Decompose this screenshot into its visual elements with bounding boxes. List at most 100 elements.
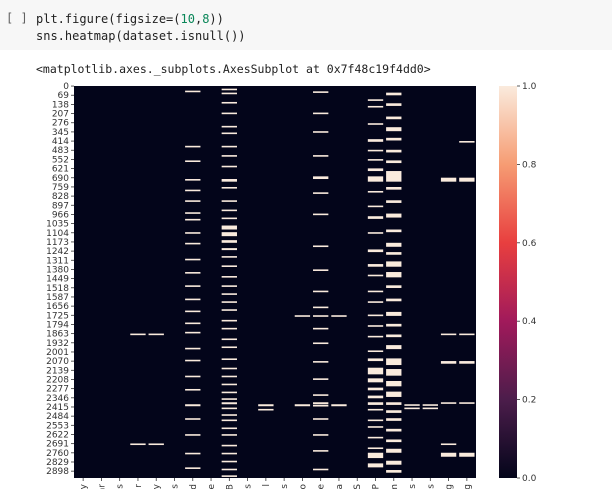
run-cell-button[interactable]: [ ] bbox=[6, 11, 28, 25]
heatmap-missing-cell bbox=[258, 408, 274, 411]
heatmap-missing-cell bbox=[367, 408, 384, 411]
heatmap-missing-cell bbox=[386, 272, 402, 278]
y-tick-label: 69 bbox=[58, 91, 70, 101]
x-tick-label: m bbox=[390, 484, 400, 489]
heatmap-missing-cell bbox=[221, 248, 237, 251]
code-line-2[interactable]: sns.heatmap(dataset.isnull()) bbox=[36, 29, 246, 43]
heatmap-chart: 0691382072763454144835526216907598288979… bbox=[46, 82, 537, 493]
heatmap-missing-cell bbox=[221, 398, 237, 400]
heatmap-missing-cell bbox=[367, 264, 384, 267]
heatmap-missing-cell bbox=[386, 391, 402, 397]
heatmap-missing-cell bbox=[221, 256, 237, 258]
heatmap-missing-cell bbox=[313, 378, 329, 380]
heatmap-missing-cell bbox=[221, 186, 237, 189]
heatmap-missing-cell bbox=[221, 132, 237, 135]
x-tick-label: y bbox=[152, 483, 162, 489]
heatmap-missing-cell bbox=[367, 105, 384, 108]
heatmap-missing-cell bbox=[294, 315, 311, 317]
y-tick-label: 1035 bbox=[46, 220, 69, 230]
heatmap-missing-cell bbox=[313, 434, 329, 436]
heatmap-missing-cell bbox=[221, 101, 237, 104]
heatmap-missing-cell bbox=[221, 165, 237, 168]
y-tick-label: 759 bbox=[52, 183, 69, 193]
heatmap-missing-cell bbox=[185, 452, 201, 455]
heatmap-missing-cell bbox=[313, 418, 329, 420]
heatmap-missing-cell bbox=[185, 322, 201, 325]
heatmap-missing-cell bbox=[221, 391, 237, 394]
heatmap-missing-cell bbox=[367, 350, 384, 353]
code-line-1[interactable]: plt.figure(figsize=(10,8)) bbox=[36, 12, 224, 26]
heatmap-missing-cell bbox=[459, 361, 475, 364]
heatmap-missing-cell bbox=[313, 192, 329, 194]
heatmap-missing-cell bbox=[221, 414, 237, 416]
heatmap-missing-cell bbox=[221, 92, 237, 95]
heatmap-missing-cell bbox=[221, 285, 237, 287]
heatmap-missing-cell bbox=[221, 452, 237, 455]
heatmap-missing-cell bbox=[148, 443, 164, 446]
heatmap-missing-cell bbox=[185, 212, 201, 214]
heatmap-missing-cell bbox=[221, 301, 237, 303]
x-tick-label: S bbox=[353, 484, 363, 489]
heatmap-missing-cell bbox=[313, 342, 329, 345]
heatmap-missing-cell bbox=[367, 216, 384, 219]
y-tick-label: 0 bbox=[63, 82, 69, 92]
y-tick-label: 1932 bbox=[46, 339, 69, 349]
heatmap-missing-cell bbox=[422, 404, 438, 406]
y-tick-label: 2484 bbox=[46, 412, 69, 422]
heatmap-missing-cell bbox=[367, 402, 384, 405]
y-tick-label: 1794 bbox=[46, 320, 69, 330]
heatmap-missing-cell bbox=[386, 439, 402, 443]
heatmap-missing-cell bbox=[221, 293, 237, 295]
heatmap-missing-cell bbox=[386, 298, 402, 302]
colorbar-tick-label: 1.0 bbox=[522, 82, 537, 92]
x-tick-label: s bbox=[171, 484, 181, 489]
code-token: sns.heatmap(dataset.isnull()) bbox=[36, 29, 246, 43]
y-tick-label: 897 bbox=[52, 201, 69, 211]
y-tick-label: 2139 bbox=[46, 366, 69, 376]
heatmap-missing-cell bbox=[367, 232, 384, 234]
code-token: , bbox=[194, 12, 203, 26]
heatmap-missing-cell bbox=[221, 145, 237, 148]
colorbar-tick-label: 0.6 bbox=[522, 239, 537, 249]
x-tick-label: s bbox=[116, 484, 126, 489]
heatmap-missing-cell bbox=[221, 460, 237, 463]
heatmap-missing-cell bbox=[185, 388, 201, 391]
y-tick-label: 1449 bbox=[46, 275, 69, 285]
heatmap-missing-cell bbox=[221, 407, 237, 410]
colorbar-tick-label: 0.2 bbox=[522, 396, 536, 406]
heatmap-missing-cell bbox=[185, 218, 201, 221]
heatmap-missing-cell bbox=[367, 367, 384, 375]
heatmap-missing-cell bbox=[386, 345, 402, 350]
heatmap-missing-cell bbox=[386, 213, 402, 218]
code-number: 10 bbox=[180, 12, 195, 26]
y-tick-label: 966 bbox=[52, 210, 69, 220]
y-tick-label: 1587 bbox=[46, 293, 69, 303]
heatmap-missing-cell bbox=[367, 436, 384, 439]
heatmap-missing-cell bbox=[367, 301, 384, 303]
y-tick-label: 207 bbox=[52, 110, 69, 120]
y-tick-label: 2070 bbox=[46, 357, 69, 367]
heatmap-missing-cell bbox=[386, 261, 402, 267]
y-tick-label: 1311 bbox=[46, 256, 69, 266]
heatmap-output: 0 69 138 207 276 345 414 483 552 621 690 759 828 897 9… bbox=[0, 78, 612, 493]
heatmap-missing-cell bbox=[313, 306, 329, 309]
heatmap-missing-cell bbox=[331, 404, 347, 407]
heatmap-missing-cell bbox=[313, 112, 329, 115]
heatmap-missing-cell bbox=[386, 229, 402, 233]
heatmap-missing-cell bbox=[221, 276, 237, 278]
heatmap-missing-cell bbox=[367, 325, 384, 327]
heatmap-missing-cell bbox=[386, 171, 402, 182]
y-tick-label: 1725 bbox=[46, 311, 69, 321]
heatmap-missing-cell bbox=[313, 176, 329, 180]
heatmap-missing-cell bbox=[367, 378, 384, 383]
colorbar-tick-label: 0.4 bbox=[522, 317, 537, 327]
heatmap-missing-cell bbox=[440, 361, 457, 364]
heatmap-missing-cell bbox=[221, 338, 237, 341]
heatmap-missing-cell bbox=[386, 381, 402, 387]
x-tick-label: g bbox=[463, 484, 473, 489]
code-cell[interactable]: [ ] plt.figure(figsize=(10,8)) sns.heatm… bbox=[0, 0, 612, 50]
heatmap-missing-cell bbox=[221, 209, 237, 212]
heatmap-missing-cell bbox=[221, 383, 237, 386]
heatmap-missing-cell bbox=[221, 367, 237, 370]
heatmap-missing-cell bbox=[367, 447, 384, 450]
